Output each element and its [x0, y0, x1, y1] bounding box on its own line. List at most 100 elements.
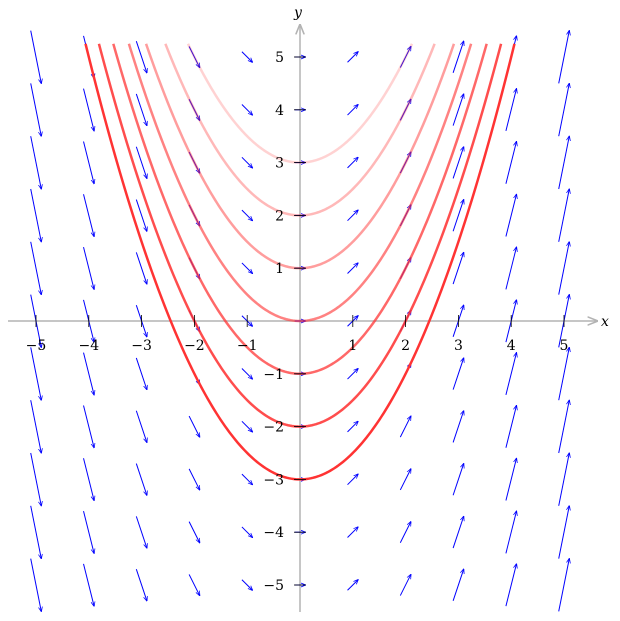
slope-arrow	[241, 420, 253, 432]
slope-arrow	[188, 521, 200, 543]
slope-arrow	[452, 41, 464, 73]
slope-arrow	[399, 522, 411, 543]
slope-arrow	[452, 358, 464, 390]
slope-arrow	[558, 83, 570, 137]
x-tick-label: 5	[560, 338, 569, 354]
slope-arrow	[347, 105, 359, 116]
slope-arrow	[83, 194, 95, 236]
slope-arrow	[135, 252, 147, 284]
slope-arrow	[558, 506, 570, 559]
slope-arrow	[188, 46, 200, 67]
slope-arrow	[241, 262, 253, 274]
slope-arrow	[347, 580, 359, 591]
slope-arrow	[347, 474, 359, 486]
y-tick-label: −5	[263, 578, 284, 594]
x-axis-label: x	[601, 314, 609, 330]
slope-arrow	[135, 410, 147, 443]
slope-arrow	[558, 453, 570, 506]
x-tick-label: −2	[184, 338, 205, 354]
y-tick-label: −3	[263, 472, 284, 488]
slope-arrow	[30, 241, 42, 295]
slope-arrow	[30, 505, 42, 559]
slope-arrow	[558, 31, 570, 84]
slope-arrow	[399, 46, 411, 68]
x-tick-label: 1	[348, 338, 357, 354]
y-axis-label: y	[293, 5, 303, 21]
slope-arrow	[188, 468, 200, 490]
slope-arrow	[452, 464, 464, 496]
y-tick-label: 2	[275, 208, 284, 224]
slope-arrow	[83, 405, 95, 447]
slope-arrow	[399, 574, 411, 596]
slope-arrow	[452, 200, 464, 232]
slope-arrow	[135, 146, 147, 179]
y-tick-label: −2	[263, 420, 284, 436]
slope-arrow	[558, 136, 570, 190]
y-tick-label: 1	[275, 261, 284, 277]
slope-arrow	[83, 88, 95, 131]
slope-arrow	[399, 416, 411, 438]
slope-arrow	[505, 247, 517, 290]
slope-arrow	[135, 516, 147, 548]
slope-arrow	[347, 421, 359, 433]
slope-arrow	[83, 246, 95, 289]
slope-arrow	[505, 405, 517, 448]
slope-arrow	[83, 352, 95, 395]
slope-arrow	[30, 83, 42, 136]
y-tick-label: −1	[263, 367, 284, 383]
slope-arrow	[241, 104, 253, 116]
slope-arrow	[452, 411, 464, 443]
slope-arrow	[399, 469, 411, 491]
slope-arrow	[558, 400, 570, 454]
x-tick-label: 2	[401, 338, 410, 354]
y-tick-label: 3	[275, 156, 284, 172]
slope-arrow	[347, 527, 359, 538]
slope-arrow	[505, 89, 517, 132]
slope-field	[30, 30, 570, 612]
slope-arrow	[347, 263, 359, 274]
ticks: −5 −4 −3 −2 −1 1 2 3 4 5 −5 −4 −3 −2 −1 1 2 3 4 5	[26, 50, 569, 594]
slope-arrow	[347, 157, 359, 169]
slope-arrow	[505, 564, 517, 607]
slope-arrow	[505, 353, 517, 396]
axes	[8, 25, 597, 612]
x-tick-label: 3	[454, 338, 463, 354]
solution-curve	[127, 43, 473, 323]
x-tick-label: −3	[131, 338, 152, 354]
slope-arrow	[83, 141, 95, 183]
slope-arrow	[241, 156, 253, 168]
slope-arrow	[83, 458, 95, 500]
x-tick-label: −4	[78, 338, 99, 354]
slope-arrow	[347, 369, 359, 380]
slope-arrow	[30, 558, 42, 612]
slope-arrow	[188, 415, 200, 437]
slope-arrow	[241, 579, 253, 591]
slope-arrow	[83, 510, 95, 553]
slope-arrow	[505, 141, 517, 184]
slope-arrow	[135, 463, 147, 496]
slope-arrow	[399, 152, 411, 174]
slope-arrow	[347, 52, 359, 63]
slope-arrow	[135, 569, 147, 601]
slope-arrow	[30, 347, 42, 400]
slope-arrow	[558, 347, 570, 401]
slope-arrow	[558, 242, 570, 295]
slope-arrow	[558, 189, 570, 242]
slope-arrow	[452, 516, 464, 549]
slope-arrow	[505, 511, 517, 554]
slope-arrow	[135, 41, 147, 73]
slope-arrow	[399, 99, 411, 121]
x-tick-label: 4	[507, 338, 516, 354]
slope-arrow	[558, 559, 570, 612]
slope-arrow	[135, 357, 147, 390]
slope-arrow	[505, 194, 517, 237]
y-tick-label: −4	[263, 525, 284, 541]
slope-arrow	[241, 526, 253, 538]
slope-arrow	[452, 94, 464, 126]
x-tick-label: −1	[237, 338, 258, 354]
slope-arrow	[452, 252, 464, 285]
slope-arrow	[30, 30, 42, 84]
slope-arrow	[347, 210, 359, 222]
slope-arrow	[30, 400, 42, 453]
